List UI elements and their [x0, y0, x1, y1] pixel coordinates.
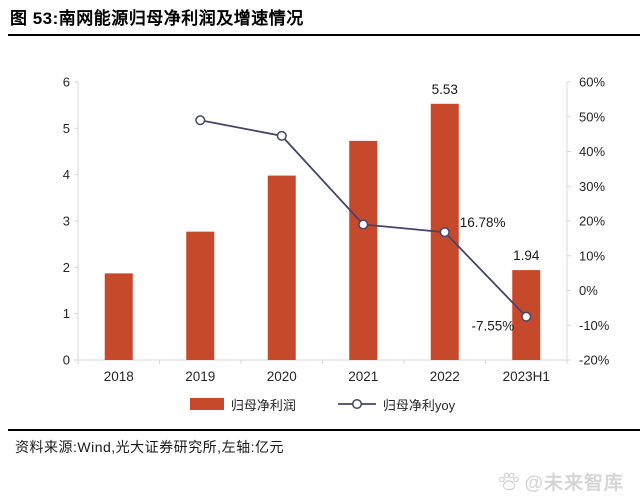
bar-swatch-icon	[189, 398, 224, 410]
x-axis-label-2021: 2021	[348, 369, 378, 384]
yoy-marker-2020	[276, 130, 287, 141]
source-note: 资料来源:Wind,光大证券研究所,左轴:亿元	[15, 439, 284, 455]
right-axis-tick-label: -10%	[579, 318, 610, 333]
bar-2018	[104, 273, 133, 360]
profit-and-growth-chart: 0 1 2 3 4 5 6 -20% -10% 0% 10% 20% 30% 40% 50% 60% 2018 2…	[63, 75, 610, 385]
bar-2021	[349, 140, 378, 360]
yoy-marker-2021	[358, 219, 369, 230]
yoy-value-label-2022: 16.78%	[460, 215, 506, 230]
legend-item-net-profit: 归母净利润	[189, 395, 296, 414]
x-axis-label-2019: 2019	[185, 369, 215, 384]
left-axis-tick-label: 2	[63, 260, 70, 275]
x-axis-label-2018: 2018	[104, 369, 134, 384]
chart-legend: 归母净利润 归母净利yoy	[78, 392, 567, 416]
right-axis-tick-label: 10%	[579, 248, 605, 263]
right-axis-tick-label: 0%	[579, 283, 598, 298]
legend-item-yoy: 归母净利yoy	[337, 395, 456, 414]
left-axis-tick-label: 4	[63, 167, 70, 182]
title-divider	[8, 34, 640, 36]
bar-2020	[267, 175, 296, 360]
yoy-marker-2022	[439, 227, 450, 238]
left-axis-tick-label: 3	[63, 214, 70, 229]
figure-title: 图 53:南网能源归母净利润及增速情况	[10, 9, 304, 28]
x-axis-label-2022: 2022	[430, 369, 460, 384]
yoy-marker-2023H1	[521, 311, 532, 322]
yoy-marker-2019	[195, 115, 206, 126]
footer-divider	[8, 429, 640, 431]
right-axis-tick-label: 50%	[579, 109, 605, 124]
x-axis-label-2023H1: 2023H1	[503, 369, 550, 384]
watermark-text: @未来智库	[524, 473, 624, 494]
line-marker-icon	[337, 398, 376, 410]
bar-value-label-2022: 5.53	[432, 82, 458, 97]
right-axis-tick-label: 20%	[579, 214, 605, 229]
bar-value-label-2023H1: 1.94	[513, 248, 540, 263]
legend-line-label: 归母净利yoy	[382, 397, 456, 413]
left-axis-tick-label: 1	[63, 306, 70, 321]
right-axis-tick-label: 60%	[579, 75, 605, 90]
x-axis-label-2020: 2020	[267, 369, 297, 384]
bar-2019	[186, 231, 215, 360]
left-axis-tick-label: 0	[63, 353, 70, 368]
right-axis-tick-label: -20%	[579, 353, 610, 368]
yoy-value-label-2023H1: -7.55%	[471, 319, 514, 334]
paw-icon	[499, 472, 520, 490]
right-axis-tick-label: 40%	[579, 144, 605, 159]
legend-bar-label: 归母净利润	[230, 397, 296, 413]
watermark: @未来智库	[497, 468, 624, 495]
left-axis-tick-label: 5	[63, 121, 70, 136]
right-axis-tick-label: 30%	[579, 179, 605, 194]
left-axis-tick-label: 6	[63, 75, 70, 90]
